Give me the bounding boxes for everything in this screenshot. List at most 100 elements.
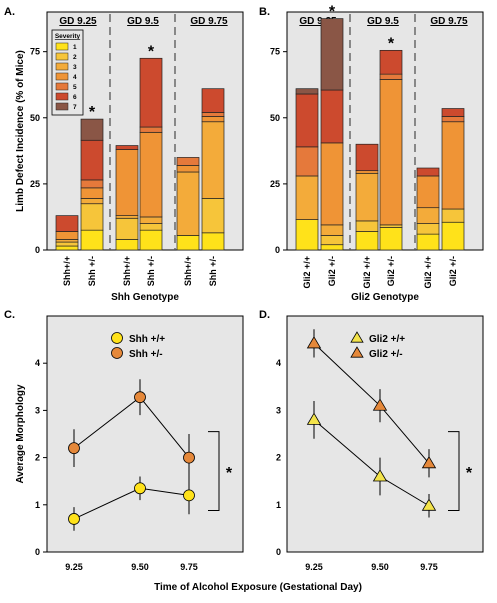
panel-label-a: A. [4,6,15,18]
x-tick-label: 9.50 [131,562,149,572]
x-tick-label: 9.75 [180,562,198,572]
x-tick-label: 9.25 [305,562,323,572]
bar-segment [176,235,200,251]
y-tick-label: 1 [276,500,281,510]
group-label: GD 9.5 [367,16,399,27]
y-tick-label: 0 [35,245,40,255]
legend-swatch [55,72,69,81]
bar-segment [416,175,440,209]
legend-entry: Gli2 +/+ [369,334,405,345]
x-tick-label: Gli2 +/+ [423,256,433,289]
bar-segment [201,112,225,117]
y-tick-label: 0 [275,245,280,255]
data-point [306,336,322,349]
y-tick-label: 2 [276,453,281,463]
x-tick-label: Shh +/- [208,256,218,286]
data-point [68,513,80,525]
x-tick-label: Shh+/+ [183,256,193,286]
y-tick-label: 1 [35,500,40,510]
significance-bracket [208,431,220,511]
legend-marker [350,346,364,358]
bar-segment [355,170,379,174]
legend-entry: 7 [73,104,77,111]
bar-segment [320,142,344,226]
bar-segment [355,220,379,232]
bar-segment [80,229,104,251]
x-tick-label: Gli2 +/+ [302,256,312,289]
data-point [183,451,195,464]
x-axis-title-shared: Time of Alcohol Exposure (Gestational Da… [154,582,362,593]
bar-segment [295,88,319,95]
data-point [134,482,146,495]
legend-marker [111,347,123,359]
bar-segment [416,233,440,251]
y-tick-label: 75 [270,47,280,57]
bar-segment [355,143,379,172]
bar-segment [379,73,403,80]
bar-segment [441,121,465,210]
bar-segment [176,165,200,173]
bar-segment [55,245,79,251]
bar-segment [115,145,139,150]
bar-segment [201,232,225,251]
legend-entry: 5 [73,84,77,91]
bar-segment [201,198,225,234]
bar-segment [139,126,163,133]
x-tick-label: 9.25 [65,562,83,572]
legend-entry: Shh +/+ [129,334,165,345]
group-label: GD 9.75 [430,16,468,27]
bar-segment [55,215,79,232]
legend-marker [350,331,364,343]
y-tick-label: 50 [30,113,40,123]
bar-segment [320,224,344,236]
bar-segment [115,239,139,251]
x-axis-title-b: Gli2 Genotype [351,292,419,303]
bar-segment [379,224,403,228]
data-point [183,489,195,502]
bar-segment [355,231,379,251]
bar-segment [139,216,163,224]
data-point [421,498,437,511]
significance-star: * [226,465,233,482]
bar-segment [201,88,225,113]
bar-segment [416,207,440,224]
x-tick-label: Shh +/- [146,256,156,286]
data-point [372,398,388,411]
legend-entry: Shh +/- [129,349,163,360]
legend-swatch [55,42,69,51]
bar-segment [379,49,403,75]
panel-label-d: D. [259,309,270,321]
plot-area-c [46,315,244,553]
panel-a: A. Limb Defect Incidence (% of Mice) Shh… [4,6,244,303]
bar-segment [176,171,200,236]
bar-segment [80,118,104,141]
y-tick-label: 25 [30,179,40,189]
legend-swatch [55,102,69,111]
x-tick-label: Shh+/+ [122,256,132,286]
bar-segment [80,187,104,199]
bar-segment [139,229,163,251]
y-axis-title-a: Limb Defect Incidence (% of Mice) [15,50,26,212]
bar-segment [55,231,79,240]
y-tick-label: 4 [35,358,40,368]
legend-entry: 3 [73,64,77,71]
data-point [372,469,388,482]
x-tick-label: 9.50 [371,562,389,572]
bar-segment [139,223,163,231]
bar-segment [115,149,139,216]
x-tick-label: Gli2 +/- [448,256,458,286]
bar-segment [176,157,200,166]
y-tick-label: 3 [276,405,281,415]
bar-segment [80,179,104,189]
x-tick-label: Gli2 +/- [327,256,337,286]
y-tick-label: 75 [30,47,40,57]
panel-c: C. Average Morphology Time of Alcohol Ex… [4,309,362,593]
legend-entry: 6 [73,94,77,101]
y-tick-label: 50 [270,113,280,123]
y-tick-label: 0 [35,547,40,557]
bar-segment [139,131,163,218]
bar-segment [355,172,379,222]
significance-star: * [329,4,336,21]
bar-segment [441,208,465,223]
